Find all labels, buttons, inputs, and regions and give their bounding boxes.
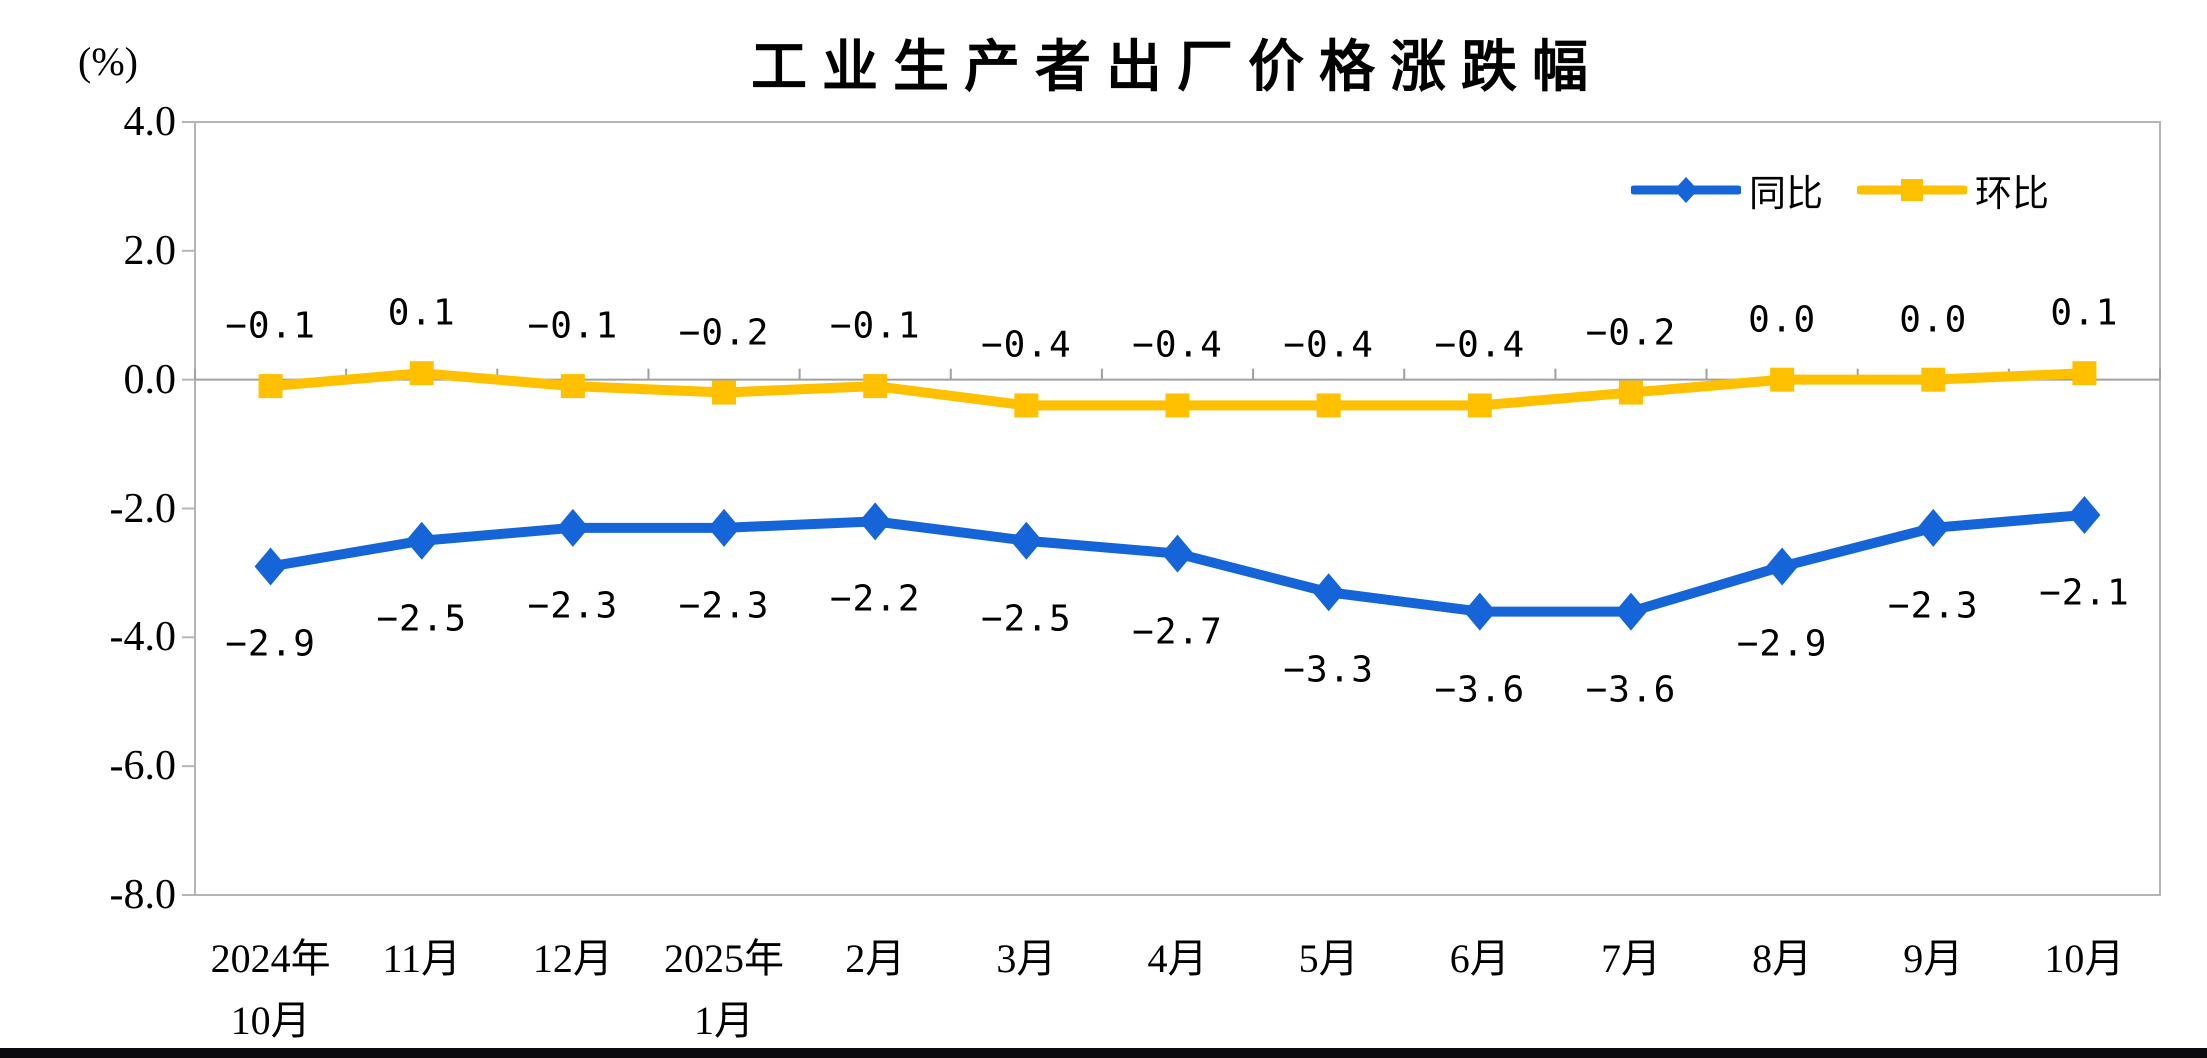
- mom-data-label: −0.1: [527, 305, 619, 347]
- mom-point-marker: [863, 374, 888, 399]
- yoy-point-marker: [1463, 592, 1496, 631]
- mom-point-marker: [560, 374, 585, 399]
- mom-point-marker: [1467, 393, 1492, 418]
- plot-border: [194, 121, 2161, 896]
- x-tick-label: 2024年 10月: [210, 936, 331, 1043]
- mom-data-label: −0.1: [829, 305, 921, 347]
- yoy-point-marker: [1917, 508, 1950, 547]
- yoy-data-label: −2.3: [1887, 585, 1979, 627]
- legend-item-yoy: 同比: [1631, 163, 1823, 217]
- mom-data-label: −0.1: [225, 305, 316, 347]
- x-tick-label: 4月: [1147, 936, 1208, 981]
- yoy-point-marker: [405, 521, 438, 560]
- yoy-data-label: −2.5: [980, 598, 1072, 640]
- mom-point-marker: [1921, 367, 1946, 392]
- mom-point-marker: [1014, 393, 1039, 418]
- yoy-data-label: −2.2: [829, 578, 921, 620]
- x-tick-label: 10月: [2044, 936, 2125, 981]
- yoy-data-label: −2.5: [376, 598, 468, 640]
- yoy-point-marker: [1766, 547, 1799, 586]
- mom-data-label: −0.4: [1132, 324, 1223, 366]
- legend-item-mom: 环比: [1857, 163, 2049, 217]
- yoy-data-label: −2.3: [527, 585, 619, 627]
- mom-point-marker: [1165, 393, 1190, 418]
- yoy-data-label: −2.9: [1736, 623, 1828, 665]
- yoy-data-label: −3.3: [1283, 649, 1374, 691]
- yoy-point-marker: [1010, 521, 1043, 560]
- yoy-data-label: −2.3: [678, 585, 770, 627]
- yoy-data-label: −2.9: [225, 623, 316, 665]
- mom-data-label: −0.2: [678, 312, 770, 354]
- bottom-divider-bar: [0, 1048, 2207, 1058]
- yoy-point-marker: [254, 547, 287, 586]
- yoy-data-label: −3.6: [1434, 669, 1526, 711]
- x-tick-label: 8月: [1752, 936, 1813, 981]
- yoy-point-marker: [2068, 495, 2101, 534]
- mom-point-marker: [1770, 367, 1795, 392]
- chart-title: 工业生产者出厂价格涨跌幅: [751, 35, 1603, 98]
- yoy-point-marker: [708, 508, 741, 547]
- mom-data-label: −0.4: [1434, 324, 1526, 366]
- legend: 同比 环比: [1631, 163, 2049, 217]
- mom-point-marker: [258, 374, 283, 399]
- y-axis-unit-label: (%): [78, 39, 138, 84]
- yoy-data-label: −2.1: [2039, 572, 2130, 614]
- yoy-data-label: −2.7: [1132, 611, 1223, 653]
- mom-data-label: 0.1: [387, 292, 456, 334]
- mom-data-label: 0.0: [1899, 299, 1968, 341]
- y-tick-label: -4.0: [109, 614, 177, 661]
- x-tick-label: 7月: [1600, 936, 1661, 981]
- y-tick-label: -2.0: [109, 485, 177, 532]
- x-tick-label: 3月: [996, 936, 1057, 981]
- y-tick-label: -8.0: [109, 872, 177, 918]
- mom-point-marker: [1618, 380, 1643, 405]
- mom-legend-swatch-icon: [1857, 179, 1967, 201]
- mom-data-label: 0.0: [1748, 299, 1817, 341]
- mom-data-label: 0.1: [2050, 292, 2119, 334]
- yoy-data-label: −3.6: [1585, 669, 1677, 711]
- x-tick-label: 5月: [1298, 936, 1359, 981]
- yoy-point-marker: [1614, 592, 1647, 631]
- mom-point-marker: [1316, 393, 1341, 418]
- yoy-point-marker: [859, 502, 892, 541]
- x-tick-label: 2月: [845, 936, 906, 981]
- yoy-point-marker: [1161, 534, 1194, 573]
- yoy-legend-swatch-icon: [1631, 177, 1741, 203]
- y-tick-label: 4.0: [123, 99, 177, 145]
- y-tick-label: -6.0: [109, 743, 177, 790]
- x-tick-label: 2025年 1月: [664, 936, 785, 1043]
- yoy-point-marker: [1312, 573, 1345, 612]
- x-tick-label: 9月: [1903, 936, 1964, 981]
- mom-point-marker: [712, 380, 737, 405]
- mom-data-label: −0.4: [1283, 324, 1374, 366]
- y-tick-label: 0.0: [123, 356, 177, 403]
- legend-label: 同比: [1749, 173, 1823, 214]
- x-tick-label: 12月: [532, 936, 613, 981]
- mom-data-label: −0.2: [1585, 312, 1677, 354]
- y-tick-label: 2.0: [123, 227, 177, 274]
- x-tick-label: 11月: [382, 936, 461, 981]
- legend-label: 环比: [1975, 173, 2049, 214]
- yoy-point-marker: [556, 508, 589, 547]
- x-tick-label: 6月: [1449, 936, 1510, 981]
- mom-data-label: −0.4: [980, 324, 1072, 366]
- mom-point-marker: [409, 361, 434, 386]
- mom-point-marker: [2072, 361, 2097, 386]
